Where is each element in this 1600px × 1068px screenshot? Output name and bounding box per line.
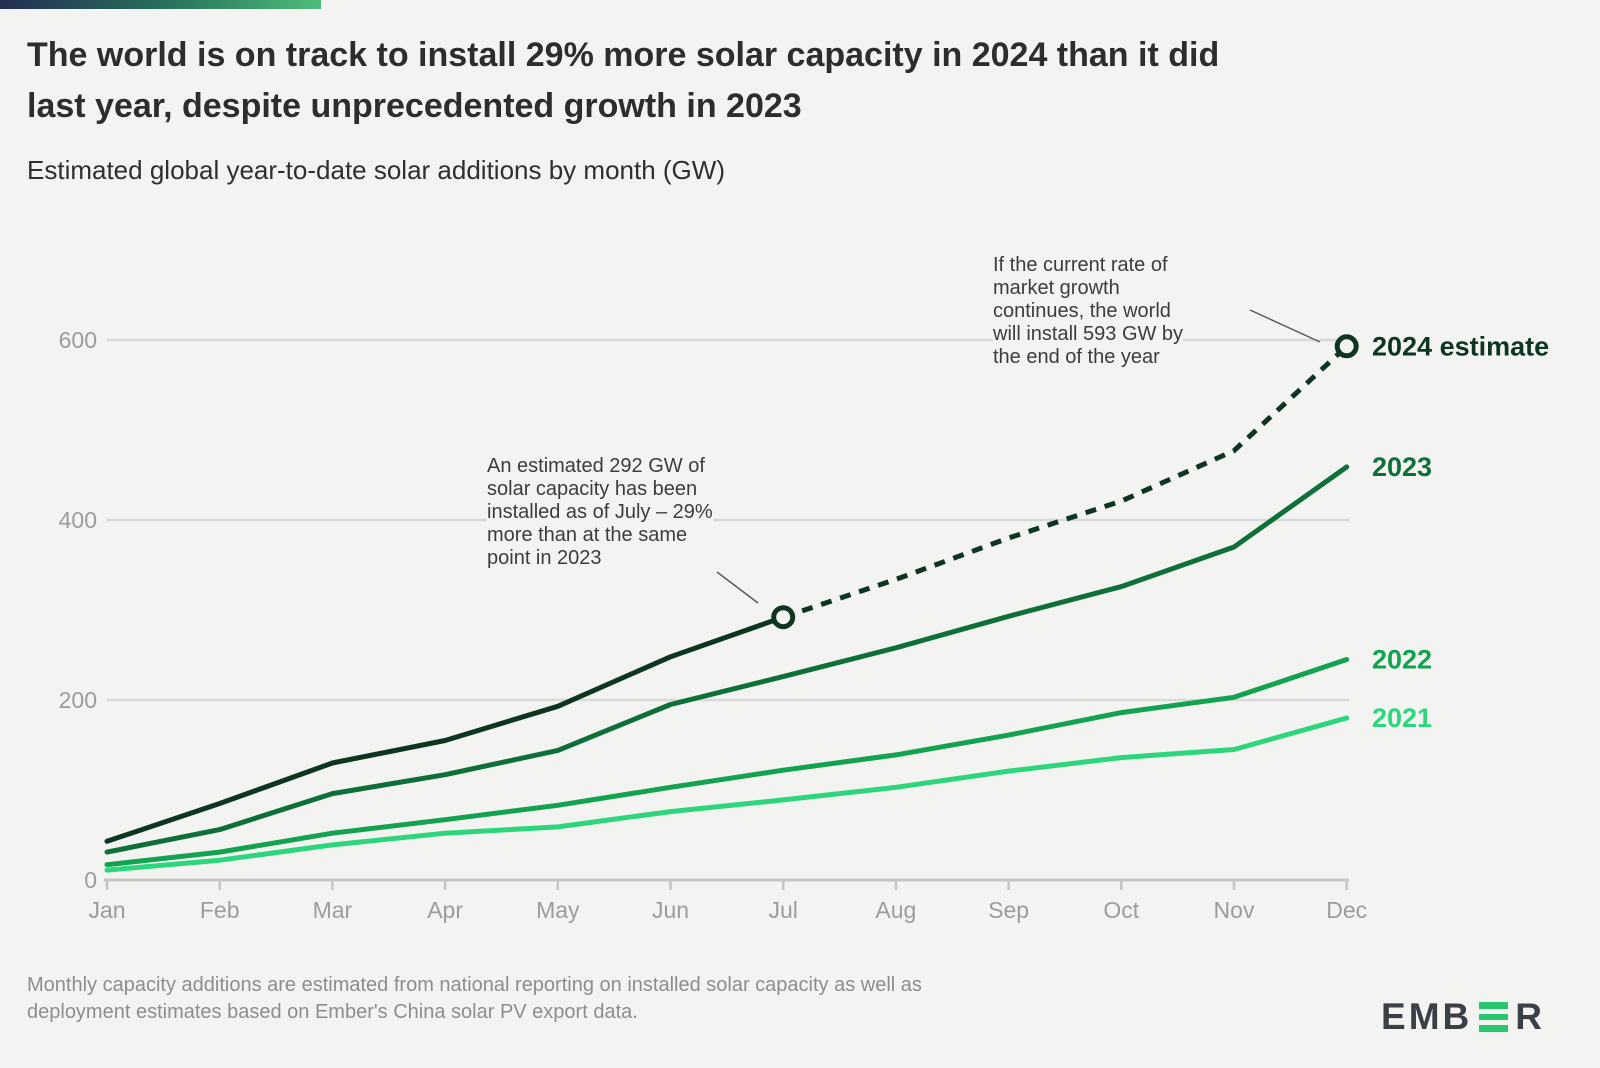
x-tick-label-Dec: Dec — [1326, 897, 1367, 923]
series-label-2022: 2022 — [1372, 645, 1432, 675]
y-tick-label-200: 200 — [59, 687, 97, 713]
series-line-2024-estimate — [782, 344, 1349, 620]
series-label-2021: 2021 — [1372, 703, 1432, 733]
series-line-2022 — [104, 657, 1350, 868]
marker-jul-292gw — [771, 605, 796, 630]
ember-logo: EMB R — [1381, 996, 1545, 1037]
y-tick-label-400: 400 — [59, 507, 97, 533]
x-tick-label-Oct: Oct — [1103, 897, 1139, 923]
series-label-2024-estimate: 2024 estimate — [1372, 331, 1549, 361]
x-tick-label-Jun: Jun — [652, 897, 689, 923]
x-tick-label-Aug: Aug — [875, 897, 916, 923]
y-tick-label-600: 600 — [59, 327, 97, 353]
x-tick-label-Sep: Sep — [988, 897, 1029, 923]
annotation-december-593gw: If the current rate of market growth con… — [993, 254, 1184, 369]
annotation-july-292gw: An estimated 292 GW of solar capacity ha… — [487, 455, 713, 570]
ember-logo-letters-r: R — [1515, 996, 1545, 1037]
x-tick-label-Jan: Jan — [88, 897, 125, 923]
series-label-2023: 2023 — [1372, 452, 1432, 482]
annotation-connector-july — [716, 571, 759, 604]
ember-logo-letters-emb: EMB — [1381, 996, 1473, 1037]
x-tick-label-Jul: Jul — [768, 897, 797, 923]
ember-logo-green-e-icon — [1479, 1002, 1509, 1033]
y-tick-label-0: 0 — [84, 867, 97, 893]
x-tick-label-Nov: Nov — [1214, 897, 1255, 923]
x-tick-label-Feb: Feb — [200, 897, 240, 923]
series-line-2024-actual — [104, 614, 786, 844]
source-note: Monthly capacity additions are estimated… — [27, 974, 922, 1023]
annotation-connector-december — [1249, 309, 1321, 343]
marker-dec-593gw — [1334, 334, 1359, 359]
x-tick-label-Apr: Apr — [427, 897, 463, 923]
chart-subtitle: Estimated global year-to-date solar addi… — [27, 155, 725, 185]
series-line-2021 — [104, 715, 1350, 873]
chart-title: The world is on track to install 29% mor… — [27, 36, 1220, 125]
brand-accent-bar — [0, 0, 321, 9]
series-line-2023 — [104, 464, 1350, 855]
x-tick-label-May: May — [536, 897, 580, 923]
x-tick-label-Mar: Mar — [313, 897, 353, 923]
